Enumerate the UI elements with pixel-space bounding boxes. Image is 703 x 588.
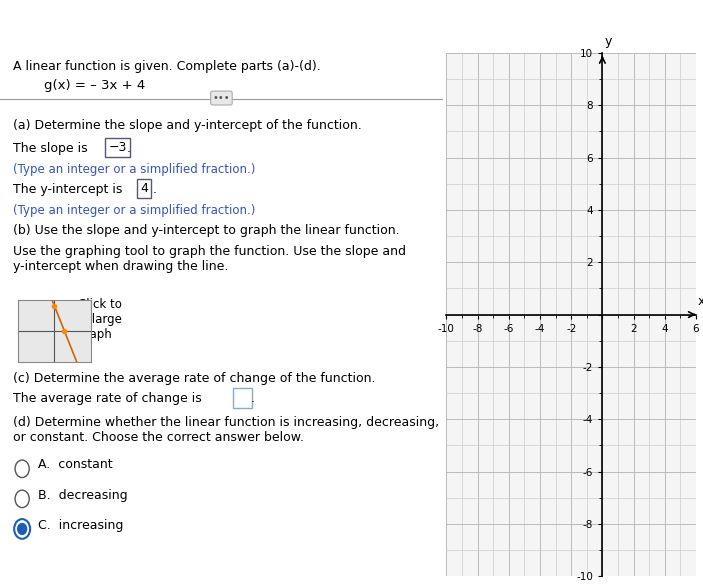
Text: B.  decreasing: B. decreasing [38,489,127,502]
Text: 4: 4 [140,182,148,195]
Text: .: . [250,392,254,405]
Text: x: x [697,295,703,308]
Text: C.  increasing: C. increasing [38,519,123,532]
Text: The y-intercept is: The y-intercept is [13,183,127,196]
Text: (c) Determine the average rate of change of the function.: (c) Determine the average rate of change… [13,372,376,385]
Circle shape [18,523,27,534]
Text: Use the graphing tool to graph the function. Use the slope and
y-intercept when : Use the graphing tool to graph the funct… [13,245,406,273]
Text: y: y [605,35,612,48]
Text: The slope is: The slope is [13,142,92,155]
Text: (Type an integer or a simplified fraction.): (Type an integer or a simplified fractio… [13,162,256,176]
Circle shape [14,519,30,539]
Text: Click to
enlarge
graph: Click to enlarge graph [77,298,122,341]
Circle shape [15,490,30,507]
Text: •••: ••• [212,93,231,103]
Text: A.  constant: A. constant [38,459,112,472]
Text: .: . [153,183,157,196]
Text: .: . [127,142,130,155]
Text: g(x) = – 3x + 4: g(x) = – 3x + 4 [44,79,146,92]
Text: (b) Use the slope and y-intercept to graph the linear function.: (b) Use the slope and y-intercept to gra… [13,225,400,238]
Text: A linear function is given. Complete parts (a)-(d).: A linear function is given. Complete par… [13,61,321,74]
Text: (a) Determine the slope and y-intercept of the function.: (a) Determine the slope and y-intercept … [13,119,362,132]
Text: −3: −3 [108,141,127,154]
Text: (d) Determine whether the linear function is increasing, decreasing,
or constant: (d) Determine whether the linear functio… [13,416,439,444]
Circle shape [15,460,30,477]
Text: (Type an integer or a simplified fraction.): (Type an integer or a simplified fractio… [13,203,256,216]
Text: The average rate of change is: The average rate of change is [13,392,206,405]
